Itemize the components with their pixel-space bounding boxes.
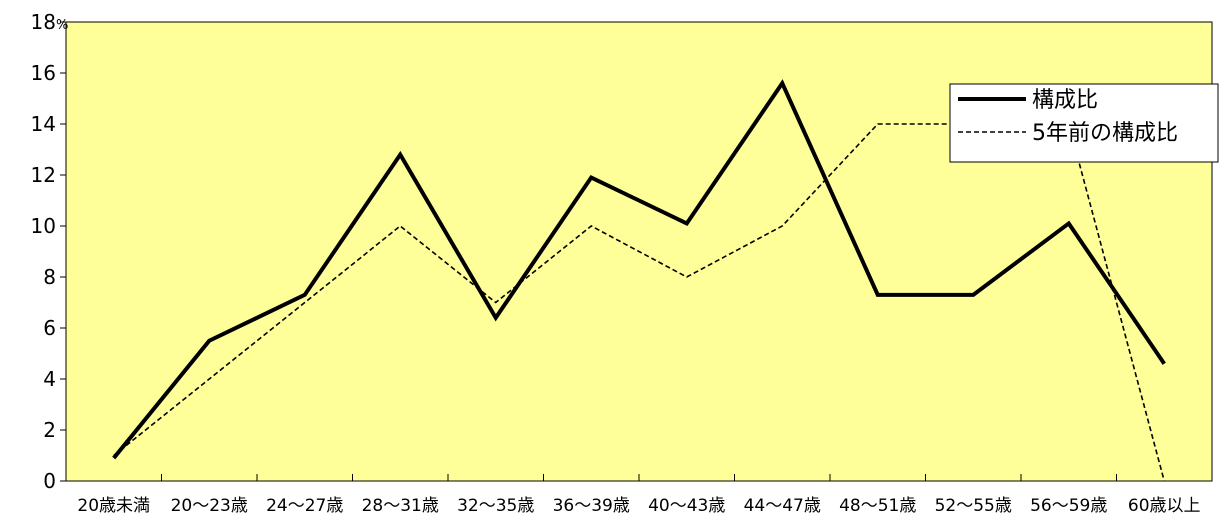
x-category-label: 44〜47歳 — [744, 496, 821, 516]
y-axis: 0 2 4 6 8 10 12 14 16 18% — [31, 10, 69, 493]
y-tick-label: 2 — [43, 418, 56, 442]
y-unit-label: % — [56, 18, 68, 33]
x-category-label: 48〜51歳 — [839, 496, 916, 516]
legend: 構成比 5年前の構成比 — [949, 83, 1219, 163]
x-category-label: 20歳未満 — [77, 496, 150, 516]
x-category-label: 40〜43歳 — [648, 496, 725, 516]
series-line-2 — [113, 123, 1166, 482]
x-category-label: 52〜55歳 — [935, 496, 1012, 516]
y-tick-label: 10 — [31, 214, 56, 238]
x-axis: 20歳未満 20〜23歳 24〜27歳 28〜31歳 32〜35歳 36〜39歳 40〜43… — [77, 474, 1201, 516]
x-category-label: 28〜31歳 — [362, 496, 439, 516]
y-tick-label: 8 — [43, 265, 56, 289]
x-category-label: 20〜23歳 — [171, 496, 248, 516]
y-tick-label: 12 — [31, 163, 56, 187]
y-tick-label: 6 — [43, 316, 56, 340]
y-tick-label: 16 — [31, 61, 56, 85]
y-tick-label: 14 — [31, 112, 56, 136]
x-category-label: 32〜35歳 — [457, 496, 534, 516]
y-tick-label: 4 — [43, 367, 56, 391]
y-tick-label: 18 — [31, 10, 56, 34]
legend-label-series-1: 構成比 — [1032, 88, 1098, 113]
legend-label-series-2: 5年前の構成比 — [1032, 121, 1178, 146]
x-category-label: 36〜39歳 — [553, 496, 630, 516]
x-category-label: 24〜27歳 — [266, 496, 343, 516]
x-category-label: 60歳以上 — [1128, 496, 1201, 516]
series-line-1 — [112, 79, 1166, 460]
x-category-label: 56〜59歳 — [1030, 496, 1107, 516]
series-lines — [112, 79, 1166, 482]
y-tick-label: 0 — [43, 469, 56, 493]
